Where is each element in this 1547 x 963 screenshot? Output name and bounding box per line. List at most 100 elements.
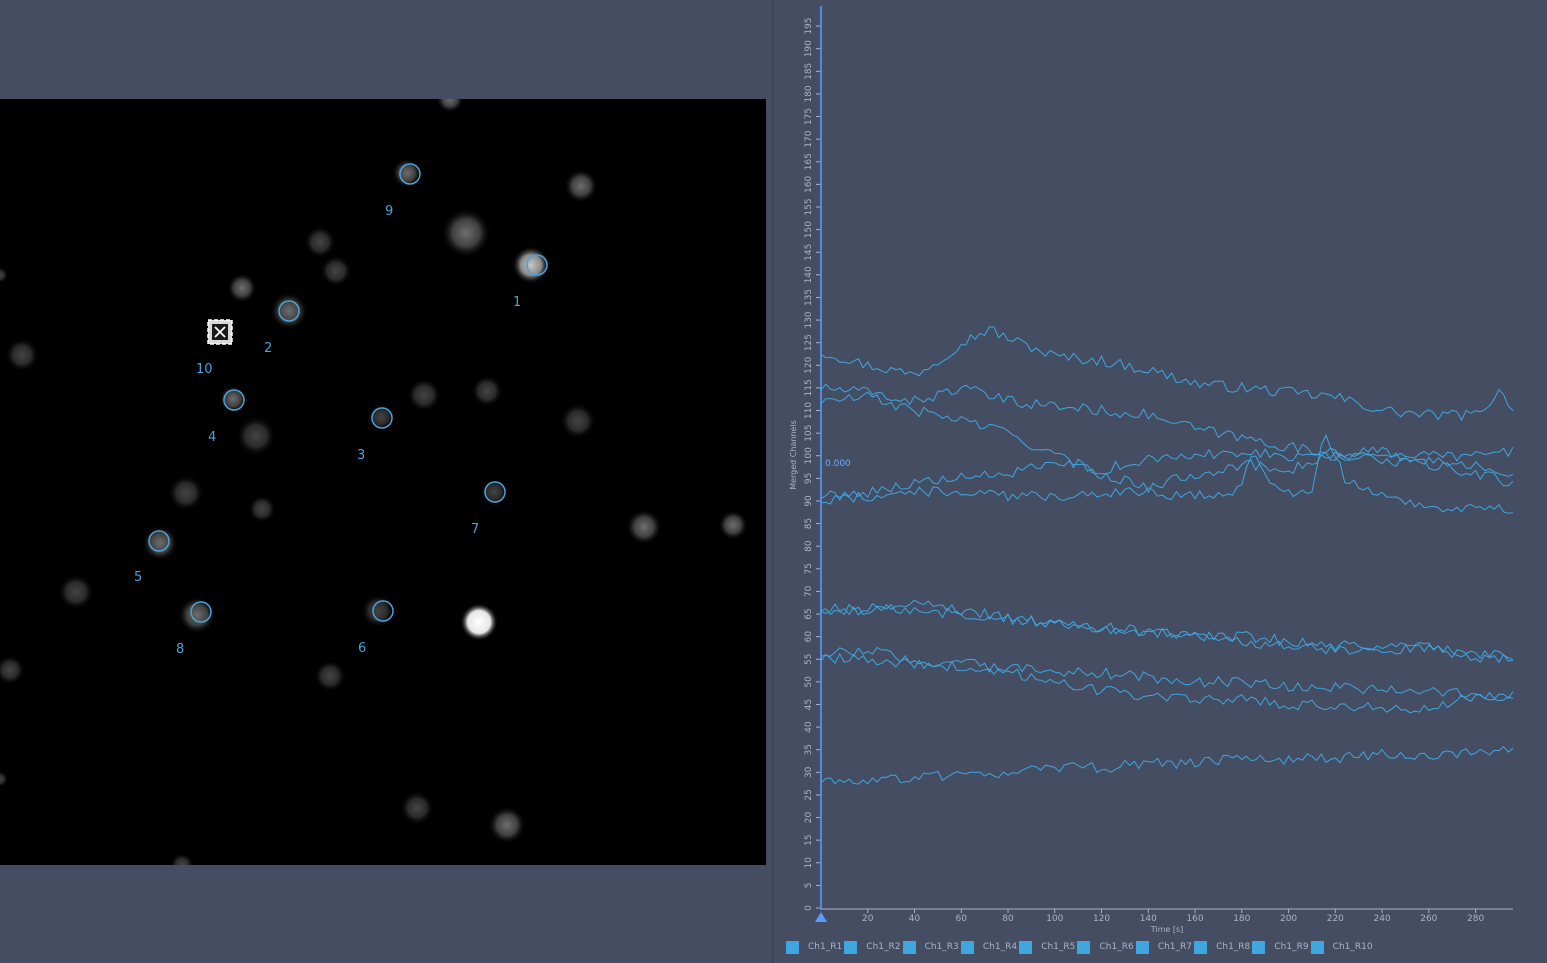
panel-divider[interactable]	[772, 0, 774, 963]
cell-blob	[564, 169, 598, 203]
series-line-ch1-r2	[820, 383, 1514, 462]
cell-blob	[626, 509, 662, 545]
roi-label-3: 3	[357, 448, 365, 463]
cell-blob	[304, 226, 336, 258]
legend-label: Ch1_R3	[924, 942, 959, 952]
x-tick-label: 220	[1327, 914, 1344, 924]
y-tick-label: 40	[804, 721, 814, 733]
marker-tool-icon[interactable]	[207, 319, 233, 345]
y-tick-label: 75	[804, 563, 814, 574]
roi-circle-5[interactable]	[148, 530, 170, 552]
legend-item-ch1-r1[interactable]: Ch1_R1	[786, 940, 844, 954]
y-tick-label: 180	[804, 85, 814, 102]
legend-item-ch1-r5[interactable]: Ch1_R5	[1019, 940, 1077, 954]
y-tick-label: 20	[804, 812, 814, 824]
x-tick-label: 260	[1420, 914, 1437, 924]
x-tick-label: 20	[862, 914, 874, 924]
legend-swatch[interactable]	[902, 940, 916, 954]
roi-label-6: 6	[358, 641, 366, 656]
legend-swatch[interactable]	[1194, 940, 1208, 954]
roi-label-1: 1	[513, 295, 521, 310]
legend-item-ch1-r3[interactable]: Ch1_R3	[902, 940, 961, 954]
legend-label: Ch1_R4	[982, 942, 1018, 952]
cell-blob	[367, 403, 395, 431]
y-tick-label: 165	[804, 153, 814, 170]
microscopy-image[interactable]: 1 2 3 4 5 6 7 8 9 10	[0, 99, 766, 865]
cell-blob	[407, 378, 441, 412]
x-axis-title: Time [s]	[1150, 925, 1184, 934]
x-tick-label: 280	[1467, 914, 1484, 924]
time-cursor-handle-icon[interactable]	[815, 912, 827, 922]
y-tick-label: 95	[804, 473, 814, 484]
intensity-chart: 0 5 10 15 20 25 30 35 40 45 50 55 60 65 70 75 80 85 90 95 10…	[789, 6, 1514, 934]
cell-blob	[236, 416, 276, 456]
x-tick-label: 40	[909, 914, 921, 924]
legend-item-ch1-r10[interactable]: Ch1_R10	[1310, 940, 1373, 954]
series-line-ch1-r4	[820, 447, 1514, 501]
y-tick-label: 25	[804, 789, 814, 800]
y-tick-label: 145	[804, 244, 814, 261]
cell-blob	[560, 403, 596, 439]
roi-label-9: 9	[385, 204, 393, 219]
y-tick-label: 150	[804, 221, 814, 238]
legend-swatch[interactable]	[1019, 940, 1033, 954]
x-tick-label: 140	[1140, 914, 1157, 924]
roi-circle-2[interactable]	[278, 300, 300, 322]
legend-label: Ch1_R2	[866, 942, 901, 952]
legend-label: Ch1_R8	[1216, 942, 1251, 952]
cell-blob	[0, 267, 8, 283]
y-tick-label: 105	[804, 425, 814, 442]
y-tick-label: 15	[804, 834, 814, 845]
roi-circle-8[interactable]	[190, 601, 212, 623]
y-tick-label: 85	[804, 518, 814, 529]
cell-blob	[718, 510, 748, 540]
y-tick-label: 0	[804, 905, 814, 911]
roi-circle-4[interactable]	[223, 389, 245, 411]
y-tick-label: 185	[804, 63, 814, 80]
legend-swatch[interactable]	[960, 940, 974, 954]
cell-blob	[488, 806, 526, 844]
cell-blob	[400, 791, 434, 825]
y-tick-label: 115	[804, 379, 814, 396]
legend-swatch[interactable]	[1077, 940, 1091, 954]
roi-label-8: 8	[176, 642, 184, 657]
legend-item-ch1-r9[interactable]: Ch1_R9	[1252, 940, 1310, 954]
cell-blob	[58, 574, 94, 610]
legend-item-ch1-r6[interactable]: Ch1_R6	[1077, 940, 1135, 954]
roi-circle-6[interactable]	[372, 600, 394, 622]
roi-circle-3[interactable]	[371, 407, 393, 429]
legend-swatch[interactable]	[1135, 940, 1149, 954]
legend-item-ch1-r4[interactable]: Ch1_R4	[960, 940, 1019, 954]
y-tick-label: 65	[804, 608, 814, 619]
legend-swatch[interactable]	[1310, 940, 1324, 954]
y-tick-label: 45	[804, 699, 814, 710]
series-line-ch1-r5	[820, 433, 1514, 514]
roi-circle-9[interactable]	[399, 163, 421, 185]
roi-circle-1[interactable]	[526, 254, 548, 276]
y-tick-label: 120	[804, 356, 814, 373]
x-tick-label: 200	[1280, 914, 1297, 924]
image-viewer[interactable]: 1 2 3 4 5 6 7 8 9 10	[0, 99, 766, 865]
x-tick-label: 100	[1046, 914, 1063, 924]
series-line-ch1-r6	[820, 603, 1514, 661]
legend-swatch[interactable]	[786, 940, 799, 954]
legend-item-ch1-r7[interactable]: Ch1_R7	[1135, 940, 1194, 954]
legend-label: Ch1_R10	[1332, 942, 1373, 952]
y-tick-label: 195	[804, 17, 814, 34]
legend-label: Ch1_R9	[1274, 942, 1309, 952]
cell-blob	[270, 292, 308, 330]
series-line-ch1-r3	[820, 391, 1514, 494]
y-axis-title: Merged Channels	[789, 420, 798, 490]
legend-item-ch1-r8[interactable]: Ch1_R8	[1194, 940, 1252, 954]
legend-swatch[interactable]	[1252, 940, 1266, 954]
y-tick-label: 60	[804, 631, 814, 643]
y-tick-label: 110	[804, 402, 814, 419]
y-tick-label: 125	[804, 334, 814, 351]
legend-swatch[interactable]	[844, 940, 858, 954]
legend-label: Ch1_R6	[1099, 942, 1134, 952]
cell-blob	[178, 596, 216, 634]
y-tick-label: 90	[804, 495, 814, 507]
legend-item-ch1-r2[interactable]: Ch1_R2	[844, 940, 902, 954]
roi-circle-7[interactable]	[484, 481, 506, 503]
legend-label: Ch1_R7	[1157, 942, 1192, 952]
